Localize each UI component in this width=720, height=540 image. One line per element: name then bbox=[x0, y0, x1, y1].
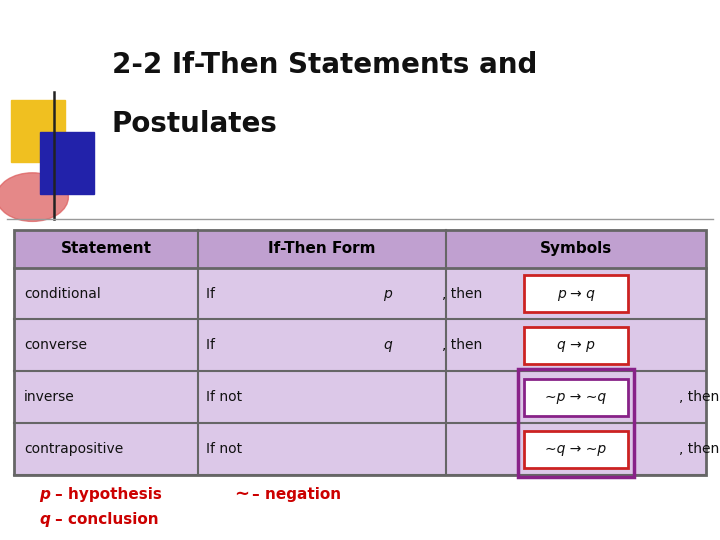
Text: inverse: inverse bbox=[24, 390, 74, 404]
Text: q → p: q → p bbox=[557, 339, 595, 353]
Text: p → q: p → q bbox=[557, 287, 595, 301]
Text: , then: , then bbox=[442, 287, 487, 301]
Bar bbox=[14, 230, 706, 475]
Bar bbox=[14, 423, 706, 475]
Text: q: q bbox=[383, 339, 392, 353]
Bar bbox=[524, 379, 628, 416]
Bar bbox=[14, 230, 706, 268]
Text: If: If bbox=[206, 339, 220, 353]
Text: Statement: Statement bbox=[60, 241, 151, 256]
Bar bbox=[524, 430, 628, 468]
Text: If: If bbox=[206, 287, 220, 301]
Text: , then not: , then not bbox=[678, 390, 720, 404]
Bar bbox=[524, 275, 628, 312]
Bar bbox=[14, 320, 706, 372]
Text: ∼q → ∼p: ∼q → ∼p bbox=[546, 442, 606, 456]
Text: If not: If not bbox=[206, 390, 247, 404]
Bar bbox=[11, 100, 65, 162]
Text: – negation: – negation bbox=[252, 487, 341, 502]
Bar bbox=[14, 268, 706, 320]
Text: p: p bbox=[383, 287, 392, 301]
Bar bbox=[518, 369, 634, 477]
Text: Postulates: Postulates bbox=[112, 110, 277, 138]
Text: If not: If not bbox=[206, 442, 247, 456]
Text: ∼p → ∼q: ∼p → ∼q bbox=[546, 390, 606, 404]
Text: contrapositive: contrapositive bbox=[24, 442, 123, 456]
Text: , then not: , then not bbox=[678, 442, 720, 456]
Text: Symbols: Symbols bbox=[540, 241, 612, 256]
Text: – conclusion: – conclusion bbox=[55, 512, 159, 527]
Text: conditional: conditional bbox=[24, 287, 101, 301]
Text: If-Then Form: If-Then Form bbox=[269, 241, 376, 256]
Text: , then: , then bbox=[442, 339, 487, 353]
Text: q: q bbox=[40, 512, 50, 527]
Text: converse: converse bbox=[24, 339, 87, 353]
Bar bbox=[14, 372, 706, 423]
Ellipse shape bbox=[0, 173, 68, 221]
Bar bbox=[40, 132, 94, 194]
Text: p: p bbox=[619, 390, 629, 404]
Text: p: p bbox=[40, 487, 50, 502]
Text: 2-2 If-Then Statements and: 2-2 If-Then Statements and bbox=[112, 51, 537, 79]
Text: ∼: ∼ bbox=[234, 485, 249, 503]
Bar bbox=[524, 327, 628, 364]
Text: q: q bbox=[619, 442, 629, 456]
Text: – hypothesis: – hypothesis bbox=[55, 487, 162, 502]
